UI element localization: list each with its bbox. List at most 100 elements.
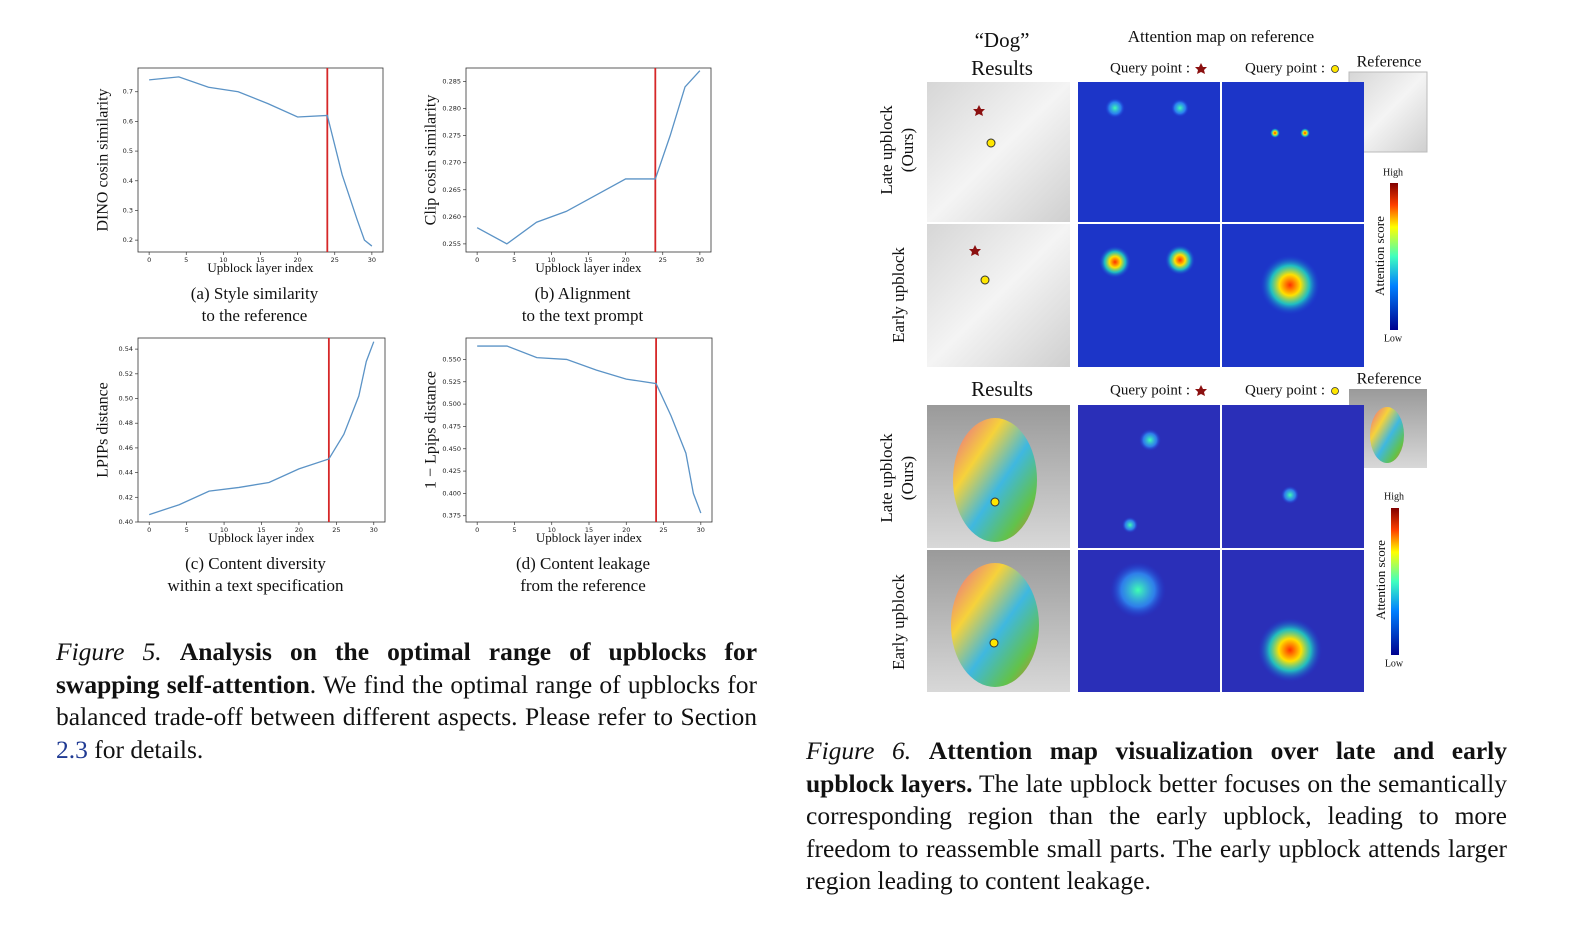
chart-caption: (c) Content diversity [185,554,326,573]
result-image [927,82,1070,222]
caption-text: . We find the optimal range of upblocks … [56,669,757,732]
x-tick-label: 30 [368,256,376,264]
figure5-caption: Figure 5. Analysis on the optimal range … [56,636,757,766]
y-tick-label: 0.280 [442,105,461,113]
caption-label: Figure 6. [806,736,912,765]
star-icon [1195,63,1207,74]
attention-map [1078,405,1220,548]
y-tick-label: 0.475 [442,422,461,430]
x-tick-label: 15 [257,526,265,534]
data-line [476,70,701,245]
x-tick-label: 20 [622,526,630,534]
x-tick-label: 10 [548,526,556,534]
reference-label: Reference [1357,371,1422,388]
attention-map [1222,405,1364,548]
x-axis-label: Upblock layer index [208,530,315,545]
results-label: Results [971,377,1033,401]
circle-icon [1331,387,1339,395]
x-tick-label: 30 [370,526,378,534]
colorbar [1391,508,1399,655]
colorbar-high: High [1384,491,1404,502]
caption-bold: Analysis on the optimal range of upblock… [56,637,758,699]
attention-map [1222,82,1364,222]
plot-frame [465,67,712,253]
reference-image-subject [1370,407,1404,463]
attention-map [1078,82,1220,222]
chart-caption: (b) Alignment [535,284,631,303]
y-tick-label: 0.255 [442,240,461,248]
x-tick-label: 5 [185,526,189,534]
y-tick-label: 0.550 [442,355,461,363]
chart-caption: (d) Content leakage [516,554,650,573]
y-tick-label: 0.5 [123,147,133,155]
row-label: Late upblock [877,433,896,523]
y-tick-label: 0.50 [119,395,133,403]
x-tick-label: 25 [331,256,339,264]
y-tick-label: 0.44 [119,469,133,477]
query-label: Query point : [1110,60,1190,76]
y-tick-label: 0.7 [123,88,133,96]
plot-frame [137,337,386,523]
results-label: Results [971,56,1033,80]
y-axis-label: 1 − Lpips distance [423,371,440,489]
row-label: (Ours) [898,128,917,172]
attention-blob [1139,429,1161,451]
y-axis-label: LPIPs distance [95,382,112,478]
y-tick-label: 0.46 [119,444,133,452]
chart-caption: (a) Style similarity [191,284,319,303]
figure6-bottom: Results Query point : Query point : Refe… [877,371,1427,692]
plot-frame [137,67,384,253]
results-label: “Dog” [975,28,1030,52]
data-line [149,341,375,516]
x-tick-label: 5 [512,526,516,534]
x-tick-label: 0 [147,526,151,534]
chart-caption: from the reference [520,576,646,595]
y-tick-label: 0.265 [442,186,461,194]
x-tick-label: 20 [293,256,301,264]
chart-caption: to the reference [202,306,308,325]
row-label: Early upblock [889,247,908,343]
colorbar-label: Attention score [1372,216,1387,296]
star-icon [1195,385,1207,396]
x-tick-label: 0 [475,256,479,264]
x-tick-label: 15 [585,526,593,534]
x-tick-label: 15 [584,256,592,264]
attention-blob [1165,245,1195,275]
y-tick-label: 0.52 [119,370,133,378]
x-tick-label: 20 [621,256,629,264]
caption-text: for details. [87,734,204,764]
row-label: Late upblock [877,105,896,195]
x-tick-label: 10 [220,526,228,534]
y-tick-label: 0.500 [442,400,461,408]
x-tick-label: 20 [295,526,303,534]
y-axis-label: Clip cosin similarity [423,95,440,226]
star-marker [973,105,985,116]
data-line [477,345,702,514]
colorbar-high: High [1383,167,1403,178]
query-label: Query point : [1245,382,1325,398]
y-tick-label: 0.40 [119,518,133,526]
y-tick-label: 0.285 [442,78,461,86]
chart-caption: to the text prompt [522,306,644,325]
section-link[interactable]: 2.3 [56,734,88,764]
y-tick-label: 0.6 [123,117,133,125]
attention-blob [1260,255,1320,315]
attention-blob [1105,98,1125,118]
x-tick-label: 25 [659,526,667,534]
colorbar-label: Attention score [1373,540,1388,620]
attention-blob [1258,618,1322,682]
x-tick-label: 30 [696,256,704,264]
y-tick-label: 0.270 [442,159,461,167]
circle-marker [989,638,999,648]
figure6-caption: Figure 6. Attention map visualization ov… [806,735,1507,898]
attention-blob [1110,562,1166,618]
x-tick-label: 10 [219,256,227,264]
attention-blob [1099,246,1131,278]
y-tick-label: 0.42 [119,493,133,501]
x-tick-label: 5 [512,256,516,264]
circle-marker [980,275,990,285]
data-line [149,76,373,247]
y-tick-label: 0.400 [442,489,461,497]
colorbar-low: Low [1384,333,1403,344]
circle-marker [986,138,996,148]
